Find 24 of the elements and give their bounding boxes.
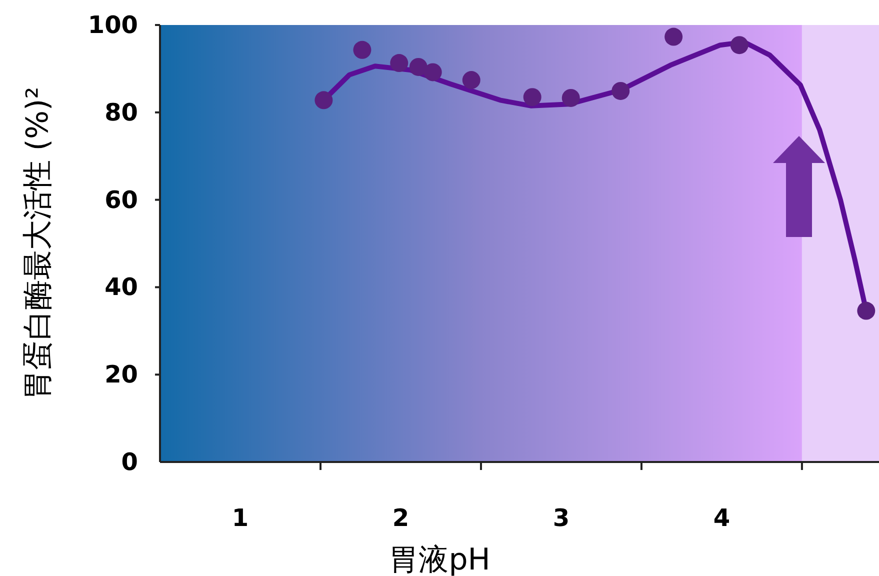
y-tick-label: 40 [104,273,138,302]
y-axis-title: 胃蛋白酶最大活性 (%)² [20,86,56,400]
x-tick-label: 4 [713,504,730,532]
point [562,88,580,107]
point [612,82,630,100]
point [462,71,480,90]
point [523,88,542,106]
point [730,36,748,54]
point [353,40,372,59]
point [424,63,442,82]
y-tick-label: 100 [88,11,138,39]
y-tick-label: 80 [104,98,138,126]
y-tick-label: 0 [121,448,138,476]
y-tick-label: 20 [104,360,138,389]
point [390,54,408,72]
x-axis-title: 胃液pH [388,542,490,576]
y-tick-label: 60 [104,186,138,214]
point [857,302,876,320]
x-tick-label: 2 [392,504,410,532]
x-tick-label: 1 [232,504,249,532]
point [314,91,333,110]
point [664,28,683,46]
point [409,58,428,76]
x-tick-label: 3 [552,504,570,532]
